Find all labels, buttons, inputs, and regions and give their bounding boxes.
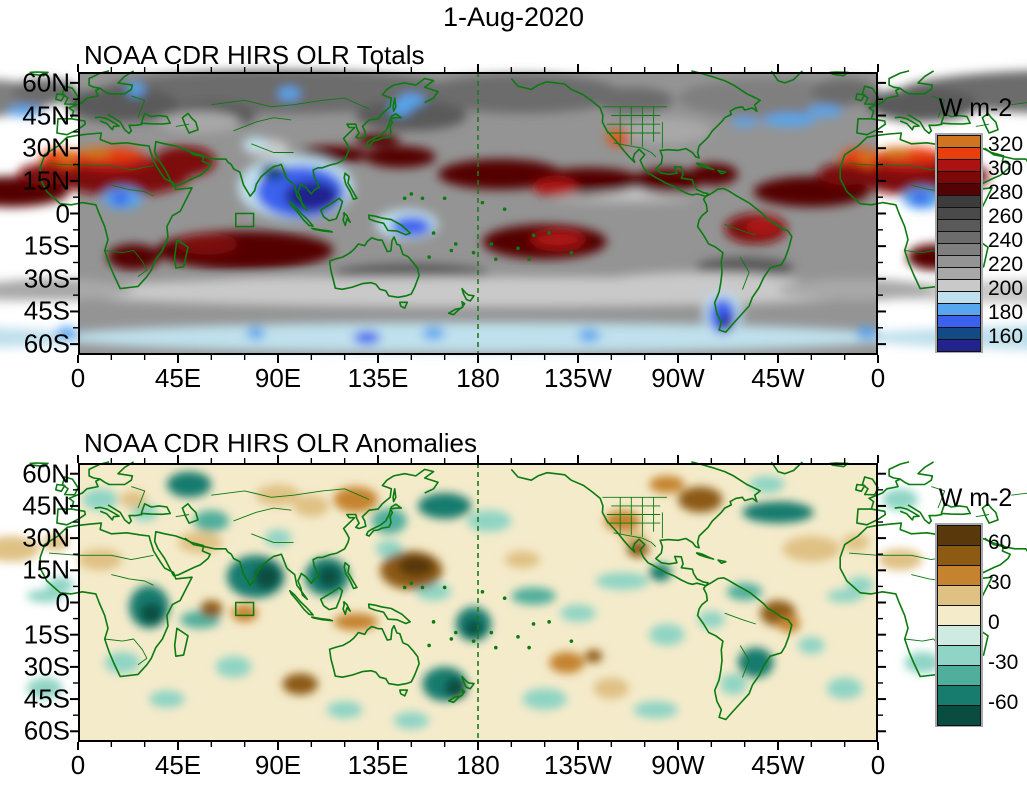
x-tick-label: 90W [651, 363, 705, 393]
x-tick-label: 135E [347, 363, 409, 393]
x-tick-label: 135E [347, 750, 409, 780]
y-tick-label: 60N [22, 67, 70, 98]
colorbar-tick-label: -60 [988, 691, 1019, 714]
y-tick-label: 15N [22, 554, 70, 585]
colorbar-tick-label: 0 [988, 611, 1000, 634]
y-tick-label: 0 [55, 198, 70, 228]
colorbar-tick-label: 180 [988, 301, 1024, 324]
y-tick-label: 60S [23, 715, 70, 746]
colorbar-swatch [937, 705, 981, 726]
y-tick-label: 45N [22, 100, 70, 131]
x-tick-label: 135W [544, 750, 612, 780]
colorbar-tick-label: 200 [988, 277, 1024, 300]
y-tick-label: 15N [22, 165, 70, 196]
colorbar-tick-label: 240 [988, 229, 1024, 252]
x-tick-label: 180 [456, 750, 500, 780]
contour-fill-field [0, 471, 941, 730]
colorbar-swatch [937, 625, 981, 646]
x-tick-label: 90E [254, 363, 302, 393]
colorbar-tick-label: 260 [988, 205, 1024, 228]
x-tick-label: 0 [70, 750, 86, 780]
colorbar-swatch [937, 605, 981, 626]
x-tick-label: 180 [456, 363, 500, 393]
roi-box [235, 601, 255, 617]
x-tick-label: 90W [651, 750, 705, 780]
axis-ticks [70, 455, 886, 750]
colorbar-tick-label: 220 [988, 253, 1024, 276]
colorbar-tick-label: 160 [988, 325, 1024, 348]
colorbar-tick-label: 280 [988, 181, 1024, 204]
axis-ticks [70, 64, 886, 363]
colorbar-swatch [937, 665, 981, 686]
colorbar-swatch [937, 585, 981, 606]
x-tick-label: 45W [751, 750, 805, 780]
colorbar-swatch [937, 645, 981, 666]
y-tick-label: 0 [55, 587, 70, 617]
anomalies-colorbar-title: W m-2 [938, 484, 1013, 512]
colorbar-swatch [937, 545, 981, 566]
colorbar-tick-label: 300 [988, 157, 1024, 180]
map-canvas [0, 64, 1027, 363]
x-tick-label: 45W [751, 363, 805, 393]
y-tick-label: 45S [23, 683, 70, 714]
x-tick-label: 45E [154, 363, 202, 393]
y-tick-label: 60S [23, 328, 70, 359]
anomalies-map [0, 455, 1027, 750]
y-tick-label: 15S [23, 230, 70, 261]
x-tick-label: 45E [154, 750, 202, 780]
anomalies-panel-title: NOAA CDR HIRS OLR Anomalies [84, 428, 478, 458]
totals-map [0, 64, 1027, 363]
x-tick-label: 0 [870, 750, 886, 780]
y-tick-label: 15S [23, 619, 70, 650]
y-tick-label: 30S [23, 651, 70, 682]
colorbar-tick-label: 30 [988, 571, 1012, 594]
page-title: 1-Aug-2020 [442, 2, 585, 32]
x-tick-label: 135W [544, 363, 612, 393]
map-canvas [0, 455, 1027, 750]
colorbar-swatch [937, 685, 981, 706]
colorbar-tick-label: 320 [988, 133, 1024, 156]
x-tick-label: 0 [70, 363, 86, 393]
anomalies-colorbar [935, 523, 983, 727]
y-tick-label: 30N [22, 132, 70, 163]
y-tick-label: 60N [22, 458, 70, 489]
y-tick-label: 45N [22, 490, 70, 521]
colorbar-swatch [937, 525, 981, 546]
colorbar-swatch [937, 339, 981, 352]
x-tick-label: 90E [254, 750, 302, 780]
map-frame [78, 463, 878, 742]
colorbar-tick-label: -30 [988, 651, 1019, 674]
totals-colorbar [935, 133, 983, 353]
x-tick-label: 0 [870, 363, 886, 393]
y-tick-label: 30N [22, 522, 70, 553]
totals-panel-title: NOAA CDR HIRS OLR Totals [84, 40, 425, 70]
map-frame [78, 72, 878, 355]
roi-box [235, 212, 255, 228]
totals-colorbar-title: W m-2 [938, 94, 1013, 122]
colorbar-tick-label: 60 [988, 531, 1012, 554]
y-tick-label: 30S [23, 263, 70, 294]
y-tick-label: 45S [23, 295, 70, 326]
colorbar-swatch [937, 565, 981, 586]
